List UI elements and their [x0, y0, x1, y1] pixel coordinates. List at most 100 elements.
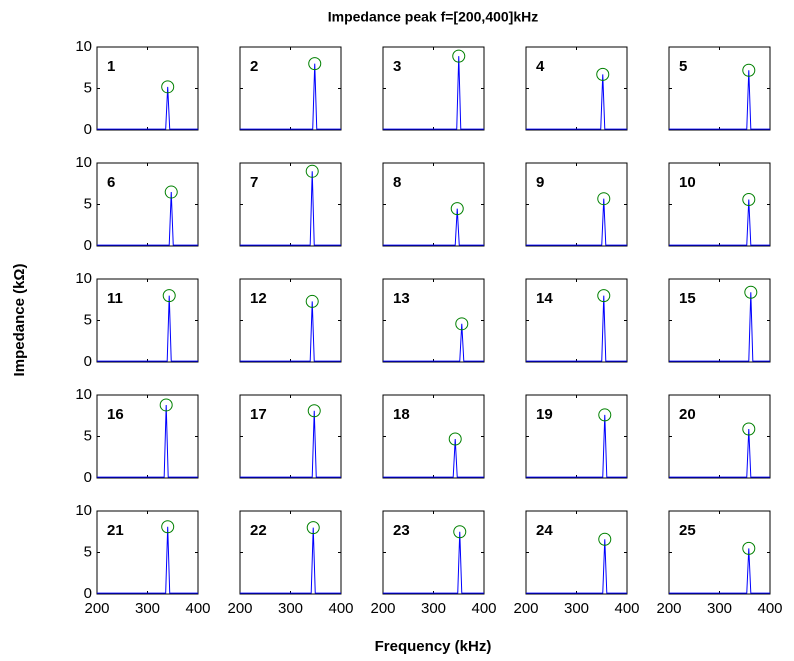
axes-box — [239, 510, 342, 595]
axes-box — [96, 394, 199, 479]
panel-label: 25 — [679, 522, 696, 539]
x-tick-label: 200 — [84, 600, 109, 617]
y-tick-label: 5 — [84, 543, 92, 560]
peak-marker — [598, 532, 612, 546]
line — [240, 410, 341, 478]
y-tick-label: 5 — [84, 427, 92, 444]
x-tick-label: 400 — [757, 600, 782, 617]
chart-title: Impedance peak f=[200,400]kHz — [328, 9, 539, 25]
panel-label: 22 — [250, 522, 267, 539]
peak-marker — [305, 164, 319, 178]
line — [383, 56, 484, 130]
panel-label: 19 — [536, 406, 553, 423]
x-tick-label: 200 — [370, 600, 395, 617]
x-tick-label: 300 — [135, 600, 160, 617]
peak-marker — [161, 520, 175, 534]
panel-label: 13 — [393, 290, 410, 307]
peak-marker — [744, 285, 758, 299]
y-tick-label: 5 — [84, 311, 92, 328]
x-tick-label: 300 — [421, 600, 446, 617]
panel-label: 3 — [393, 58, 401, 75]
panel-label: 23 — [393, 522, 410, 539]
panel-label: 18 — [393, 406, 410, 423]
axes-box — [525, 394, 628, 479]
line — [97, 526, 198, 594]
axes-box — [382, 46, 485, 131]
panel-label: 2 — [250, 58, 258, 75]
y-tick-label: 5 — [84, 195, 92, 212]
peak-marker — [307, 404, 321, 418]
y-tick-label: 10 — [75, 502, 92, 519]
peak-marker — [597, 289, 611, 303]
peak-marker — [162, 289, 176, 303]
panel-label: 17 — [250, 406, 267, 423]
peak-marker — [448, 432, 462, 446]
panel-label: 21 — [107, 522, 124, 539]
line — [97, 86, 198, 130]
axes-box — [668, 278, 771, 363]
panel-label: 6 — [107, 174, 115, 191]
peak-marker — [598, 408, 612, 422]
peak-marker — [161, 80, 175, 94]
peak-marker — [597, 192, 611, 206]
line — [97, 192, 198, 246]
x-tick-label: 300 — [278, 600, 303, 617]
peak-marker — [742, 422, 756, 436]
panel-label: 12 — [250, 290, 267, 307]
panel-label: 15 — [679, 290, 696, 307]
y-tick-label: 10 — [75, 270, 92, 287]
y-tick-label: 0 — [84, 353, 92, 370]
axes-box — [239, 394, 342, 479]
panel-label: 24 — [536, 522, 553, 539]
axes-box — [239, 162, 342, 247]
axes-box — [525, 510, 628, 595]
line — [526, 539, 627, 594]
line — [526, 74, 627, 130]
y-tick-label: 10 — [75, 38, 92, 55]
panel-label: 14 — [536, 290, 553, 307]
line — [526, 414, 627, 478]
x-tick-label: 300 — [707, 600, 732, 617]
panel-label: 9 — [536, 174, 544, 191]
line — [97, 404, 198, 478]
axes-box — [525, 162, 628, 247]
y-tick-label: 0 — [84, 469, 92, 486]
panel-label: 10 — [679, 174, 696, 191]
line — [669, 548, 770, 594]
axes-box — [96, 162, 199, 247]
line — [526, 198, 627, 246]
axes-box — [96, 510, 199, 595]
line — [669, 429, 770, 478]
axes-box — [668, 162, 771, 247]
axes-box — [668, 46, 771, 131]
y-tick-label: 0 — [84, 121, 92, 138]
x-axis-label: Frequency (kHz) — [375, 638, 492, 655]
line — [383, 531, 484, 594]
y-tick-label: 10 — [75, 154, 92, 171]
x-tick-label: 400 — [614, 600, 639, 617]
peak-marker — [164, 185, 178, 199]
panel-label: 8 — [393, 174, 401, 191]
line — [383, 323, 484, 362]
x-tick-label: 200 — [513, 600, 538, 617]
peak-marker — [455, 317, 469, 331]
x-tick-label: 400 — [471, 600, 496, 617]
panel-label: 20 — [679, 406, 696, 423]
axes-box — [239, 278, 342, 363]
peak-marker — [452, 49, 466, 63]
peak-marker — [305, 294, 319, 308]
line — [526, 295, 627, 362]
peak-marker — [742, 63, 756, 77]
x-tick-label: 200 — [656, 600, 681, 617]
line — [669, 70, 770, 130]
y-tick-label: 0 — [84, 237, 92, 254]
line — [383, 208, 484, 246]
x-tick-label: 400 — [328, 600, 353, 617]
axes-box — [668, 394, 771, 479]
panel-label: 16 — [107, 406, 124, 423]
axes-box — [382, 510, 485, 595]
axes-box — [382, 394, 485, 479]
peak-marker — [453, 525, 467, 539]
panel-label: 11 — [107, 290, 123, 307]
